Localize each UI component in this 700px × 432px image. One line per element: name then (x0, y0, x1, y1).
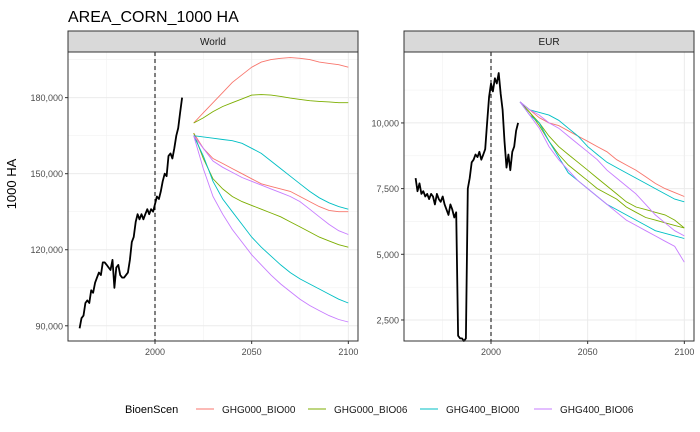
history-line (414, 72, 519, 342)
series-line-ghg000_bio06 (519, 101, 685, 229)
series-line-ghg400_bio06 (519, 101, 685, 263)
x-tick-label: 2100 (674, 347, 694, 357)
x-tick-label: 2000 (481, 347, 501, 357)
legend-label: GHG000_BIO00 (222, 405, 296, 416)
panels: World 2000 2050 2100 90,000 120,000 150,000 180… (30, 30, 695, 357)
y-tick-label: 90,000 (35, 321, 63, 331)
series-line-ghg000_bio00 (193, 132, 349, 213)
legend-title: BioenScen (125, 404, 178, 416)
legend: BioenScen GHG000_BIO00 GHG000_BIO06 GHG400_… (125, 404, 634, 416)
series-line-ghg000_bio06 (193, 132, 349, 248)
facet-label: EUR (538, 37, 559, 48)
y-tick-label: 120,000 (30, 245, 63, 255)
panel-border (403, 51, 695, 342)
panel-eur: EUR 2000 2050 2100 2,500 5,000 7,500 10,000 (371, 30, 695, 357)
x-tick-label: 2100 (338, 347, 358, 357)
series-line-ghg400_bio06 (193, 135, 349, 235)
y-tick-label: 2,500 (376, 315, 399, 325)
x-tick-label: 2050 (242, 347, 262, 357)
series-line-ghg400_bio00 (193, 135, 349, 304)
y-axis-label: 1000 HA (4, 158, 19, 209)
series-line-ghg400_bio00 (193, 135, 349, 210)
chart-title: AREA_CORN_1000 HA (68, 9, 239, 26)
legend-label: GHG400_BIO00 (446, 405, 520, 416)
y-tick-label: 5,000 (376, 250, 399, 260)
panel-world: World 2000 2050 2100 90,000 120,000 150,000 180… (30, 30, 359, 357)
facet-label: World (200, 37, 226, 48)
series-line-ghg400_bio06 (193, 135, 349, 323)
y-tick-label: 10,000 (371, 118, 399, 128)
y-tick-label: 7,500 (376, 184, 399, 194)
panel-border (67, 51, 359, 342)
history-line (78, 97, 183, 329)
series-line-ghg400_bio00 (519, 101, 685, 203)
series-line-ghg000_bio00 (193, 57, 349, 124)
legend-label: GHG000_BIO06 (334, 405, 408, 416)
series-line-ghg000_bio06 (193, 94, 349, 124)
series-line-ghg400_bio06 (519, 101, 685, 237)
y-tick-label: 180,000 (30, 93, 63, 103)
x-tick-label: 2050 (578, 347, 598, 357)
legend-label: GHG400_BIO06 (560, 405, 634, 416)
y-tick-label: 150,000 (30, 169, 63, 179)
x-tick-label: 2000 (145, 347, 165, 357)
